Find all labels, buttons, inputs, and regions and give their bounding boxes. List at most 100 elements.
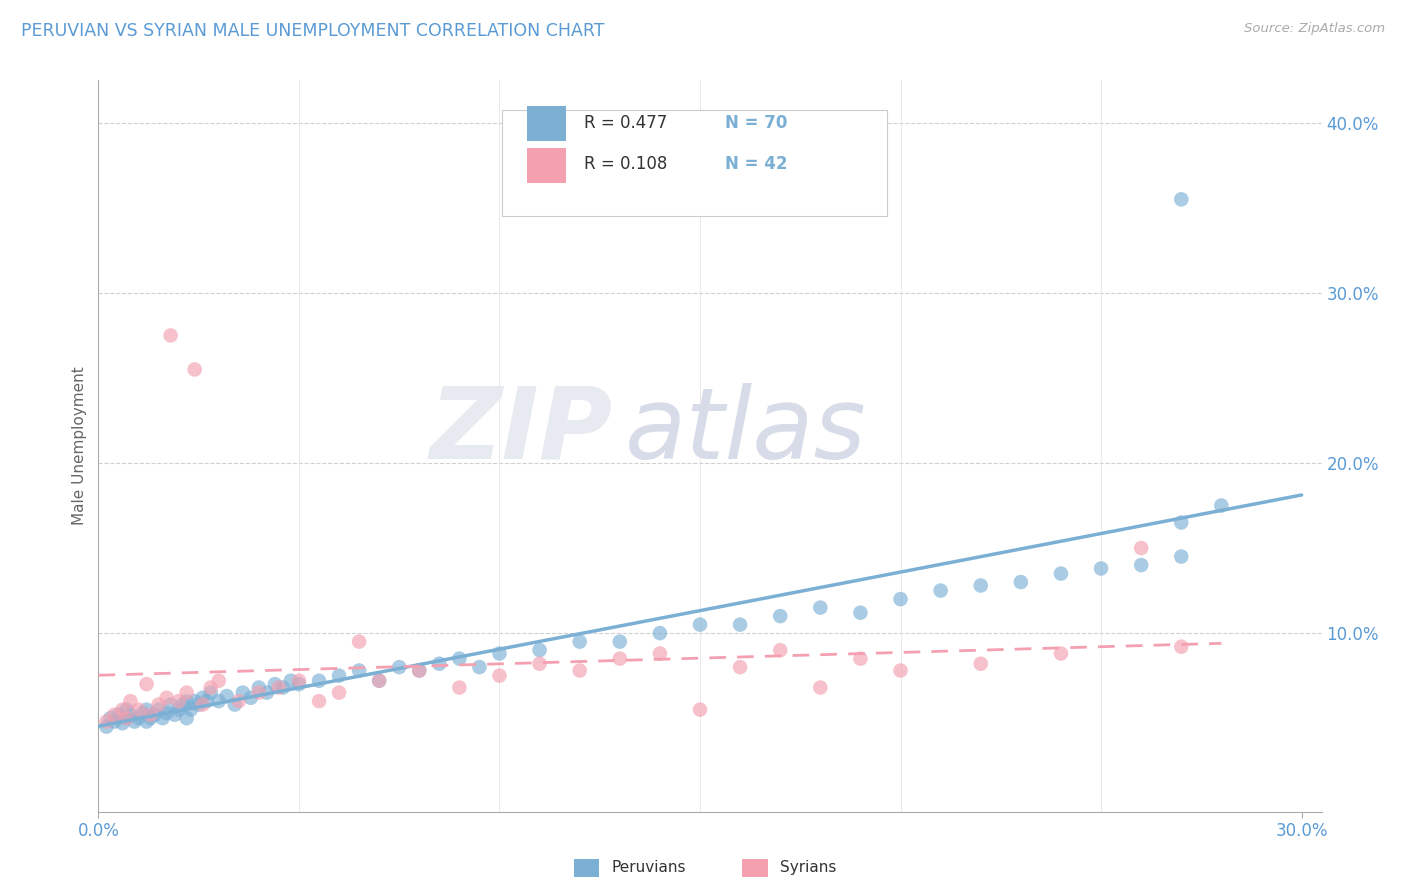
Point [347, 634, 370, 648]
Point [427, 657, 450, 671]
Point [124, 714, 146, 729]
Point [128, 711, 150, 725]
Point [929, 583, 952, 598]
Point [648, 647, 671, 661]
Text: R = 0.108: R = 0.108 [583, 155, 668, 173]
Point [155, 690, 177, 705]
Point [849, 606, 872, 620]
Point [187, 698, 209, 712]
Point [1010, 575, 1032, 590]
Point [288, 677, 311, 691]
Point [264, 677, 287, 691]
Point [167, 694, 190, 708]
Point [215, 689, 238, 703]
Text: atlas: atlas [624, 383, 866, 480]
Point [1050, 566, 1073, 581]
Point [135, 714, 157, 729]
Point [191, 690, 214, 705]
Point [208, 673, 231, 688]
Point [247, 686, 270, 700]
Point [139, 707, 162, 722]
Point [208, 694, 231, 708]
Point [849, 651, 872, 665]
Point [159, 698, 181, 712]
Point [689, 703, 711, 717]
Point [808, 681, 831, 695]
Point [148, 698, 170, 712]
Point [449, 681, 471, 695]
Point [408, 664, 430, 678]
Point [970, 578, 993, 592]
Point [159, 328, 181, 343]
Point [148, 703, 170, 717]
Point [1211, 499, 1233, 513]
Point [1050, 647, 1073, 661]
Point [970, 657, 993, 671]
Point [1130, 541, 1153, 555]
Point [529, 643, 551, 657]
Point [769, 643, 792, 657]
Point [280, 673, 302, 688]
Point [328, 686, 350, 700]
Point [172, 698, 194, 712]
Point [239, 690, 262, 705]
Point [308, 673, 330, 688]
Point [115, 711, 138, 725]
Point [96, 720, 118, 734]
Point [368, 673, 391, 688]
Point [1130, 558, 1153, 572]
Point [468, 660, 491, 674]
Point [191, 698, 214, 712]
Text: ZIP: ZIP [429, 383, 612, 480]
FancyBboxPatch shape [502, 110, 887, 216]
Point [889, 664, 911, 678]
Text: Source: ZipAtlas.com: Source: ZipAtlas.com [1244, 22, 1385, 36]
Point [728, 660, 751, 674]
Point [568, 664, 591, 678]
Point [167, 703, 190, 717]
Text: Peruvians: Peruvians [612, 861, 686, 875]
Point [135, 677, 157, 691]
Point [648, 626, 671, 640]
Y-axis label: Male Unemployment: Male Unemployment [72, 367, 87, 525]
Point [488, 647, 510, 661]
Point [529, 657, 551, 671]
Point [328, 668, 350, 682]
Point [449, 651, 471, 665]
Text: PERUVIAN VS SYRIAN MALE UNEMPLOYMENT CORRELATION CHART: PERUVIAN VS SYRIAN MALE UNEMPLOYMENT COR… [21, 22, 605, 40]
Point [152, 711, 174, 725]
Text: N = 70: N = 70 [724, 113, 787, 132]
Point [195, 694, 218, 708]
Point [388, 660, 411, 674]
Point [247, 681, 270, 695]
Bar [527, 106, 565, 141]
Point [135, 703, 157, 717]
Point [100, 711, 122, 725]
Point [143, 707, 166, 722]
Point [568, 634, 591, 648]
Point [139, 711, 162, 725]
Point [1170, 192, 1192, 206]
Point [96, 714, 118, 729]
Point [408, 664, 430, 678]
Point [111, 703, 134, 717]
Point [176, 694, 198, 708]
Point [103, 707, 125, 722]
Point [200, 681, 222, 695]
Point [183, 694, 205, 708]
Point [1170, 640, 1192, 654]
Point [111, 716, 134, 731]
Point [115, 703, 138, 717]
Point [183, 362, 205, 376]
Text: R = 0.477: R = 0.477 [583, 113, 668, 132]
Point [271, 681, 294, 695]
Point [308, 694, 330, 708]
Point [1170, 516, 1192, 530]
Point [267, 681, 290, 695]
Point [228, 694, 250, 708]
Point [347, 664, 370, 678]
Point [232, 686, 254, 700]
Point [107, 707, 129, 722]
Point [769, 609, 792, 624]
Point [256, 686, 278, 700]
